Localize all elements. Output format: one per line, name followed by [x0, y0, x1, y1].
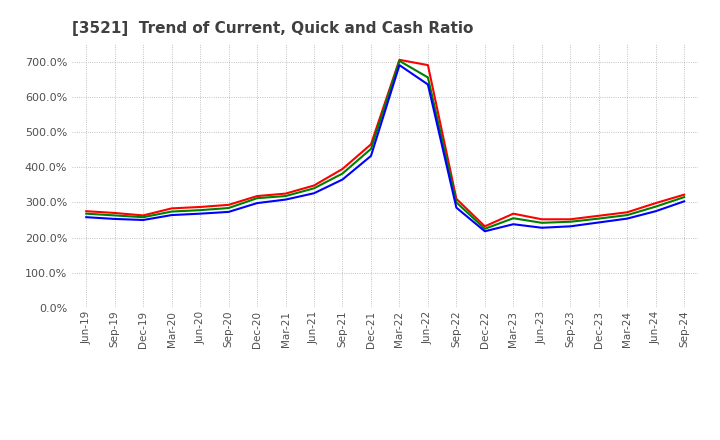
- Quick Ratio: [139, 215, 148, 220]
- Cash Ratio: [480, 229, 489, 234]
- Text: [3521]  Trend of Current, Quick and Cash Ratio: [3521] Trend of Current, Quick and Cash …: [72, 21, 473, 36]
- Current Ratio: [167, 206, 176, 211]
- Quick Ratio: [395, 58, 404, 63]
- Current Ratio: [110, 210, 119, 216]
- Quick Ratio: [225, 205, 233, 211]
- Current Ratio: [282, 191, 290, 196]
- Quick Ratio: [680, 194, 688, 200]
- Quick Ratio: [338, 171, 347, 176]
- Cash Ratio: [253, 201, 261, 206]
- Current Ratio: [225, 202, 233, 208]
- Quick Ratio: [196, 208, 204, 213]
- Current Ratio: [196, 204, 204, 209]
- Quick Ratio: [423, 75, 432, 80]
- Line: Cash Ratio: Cash Ratio: [86, 65, 684, 231]
- Quick Ratio: [167, 209, 176, 214]
- Cash Ratio: [395, 62, 404, 68]
- Cash Ratio: [110, 216, 119, 222]
- Quick Ratio: [537, 220, 546, 225]
- Current Ratio: [82, 209, 91, 214]
- Cash Ratio: [196, 211, 204, 216]
- Cash Ratio: [595, 220, 603, 225]
- Cash Ratio: [452, 205, 461, 210]
- Quick Ratio: [480, 226, 489, 231]
- Line: Quick Ratio: Quick Ratio: [86, 61, 684, 229]
- Cash Ratio: [652, 209, 660, 214]
- Quick Ratio: [652, 204, 660, 209]
- Cash Ratio: [623, 216, 631, 221]
- Quick Ratio: [566, 219, 575, 224]
- Current Ratio: [452, 196, 461, 202]
- Current Ratio: [652, 201, 660, 206]
- Current Ratio: [509, 211, 518, 216]
- Line: Current Ratio: Current Ratio: [86, 60, 684, 226]
- Current Ratio: [566, 216, 575, 222]
- Quick Ratio: [509, 216, 518, 221]
- Cash Ratio: [310, 191, 318, 196]
- Current Ratio: [595, 213, 603, 218]
- Current Ratio: [366, 142, 375, 147]
- Current Ratio: [395, 57, 404, 62]
- Current Ratio: [338, 166, 347, 172]
- Cash Ratio: [566, 224, 575, 229]
- Current Ratio: [310, 183, 318, 188]
- Quick Ratio: [282, 194, 290, 199]
- Quick Ratio: [595, 216, 603, 221]
- Current Ratio: [480, 224, 489, 229]
- Cash Ratio: [366, 153, 375, 158]
- Current Ratio: [537, 216, 546, 222]
- Current Ratio: [423, 62, 432, 68]
- Current Ratio: [139, 213, 148, 218]
- Quick Ratio: [452, 200, 461, 205]
- Quick Ratio: [623, 213, 631, 218]
- Quick Ratio: [253, 195, 261, 201]
- Cash Ratio: [82, 215, 91, 220]
- Quick Ratio: [310, 186, 318, 191]
- Cash Ratio: [537, 225, 546, 231]
- Cash Ratio: [282, 197, 290, 202]
- Quick Ratio: [110, 213, 119, 218]
- Current Ratio: [680, 192, 688, 197]
- Cash Ratio: [338, 177, 347, 182]
- Cash Ratio: [680, 199, 688, 204]
- Cash Ratio: [509, 222, 518, 227]
- Cash Ratio: [423, 82, 432, 87]
- Current Ratio: [253, 194, 261, 199]
- Quick Ratio: [366, 146, 375, 151]
- Current Ratio: [623, 209, 631, 215]
- Cash Ratio: [139, 217, 148, 223]
- Quick Ratio: [82, 211, 91, 216]
- Cash Ratio: [167, 213, 176, 218]
- Cash Ratio: [225, 209, 233, 215]
